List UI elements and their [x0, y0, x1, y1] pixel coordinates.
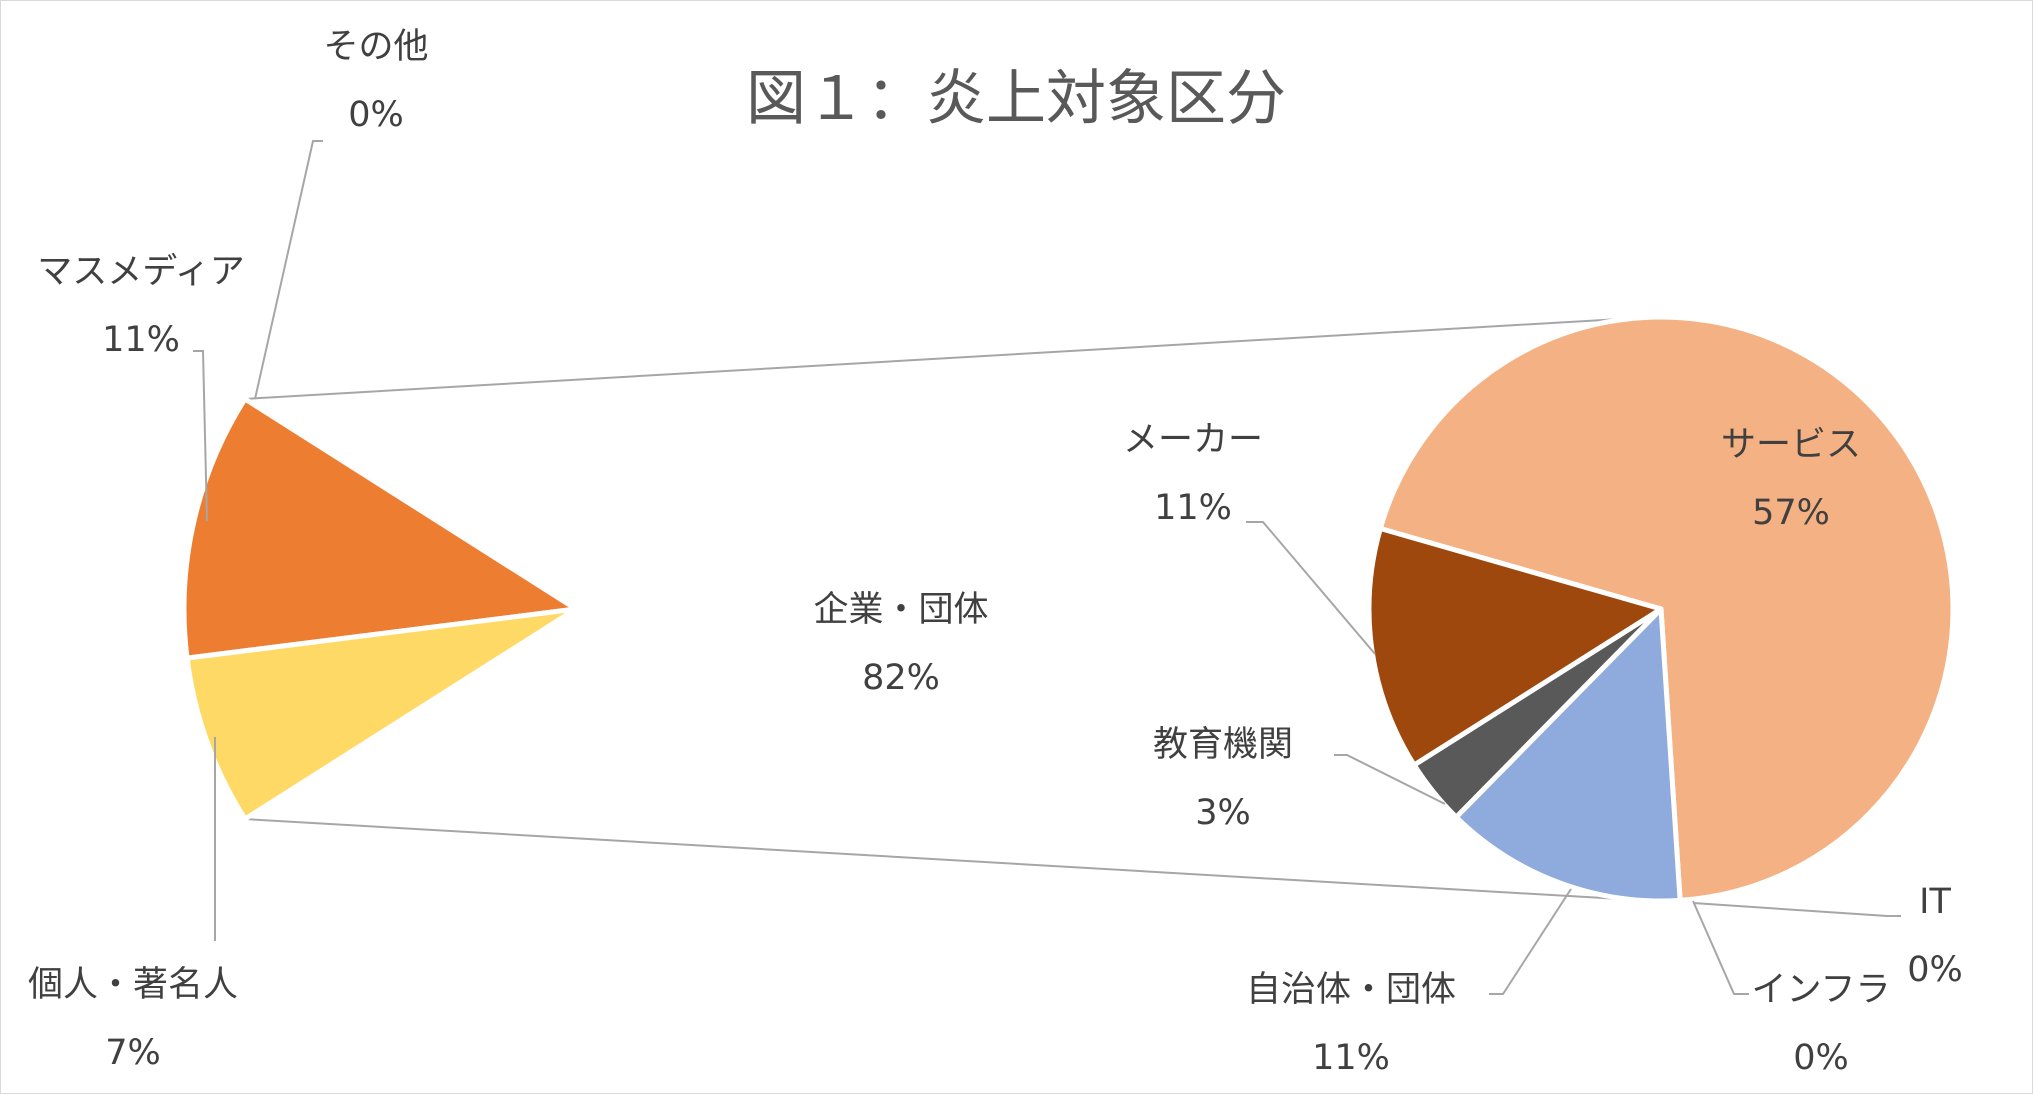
mass-media-percent-label: 11%	[102, 320, 180, 360]
leader-mass-media	[193, 350, 208, 522]
education-percent-label: 3%	[1195, 793, 1251, 833]
leader-education	[1334, 754, 1446, 805]
slice-service	[1377, 314, 1956, 903]
slice-individual	[184, 606, 579, 822]
infrastructure-category-label: インフラ	[1752, 970, 1891, 1010]
company-group-category-label: 企業・団体	[813, 590, 988, 630]
other-percent-label: 0%	[348, 95, 404, 135]
chart-title: 図１：炎上対象区分	[746, 64, 1286, 134]
leader-municipality	[1489, 888, 1572, 995]
slice-mass-media	[181, 396, 579, 661]
maker-percent-label: 11%	[1154, 488, 1232, 528]
it-category-label: IT	[1919, 882, 1951, 922]
service-category-label: サービス	[1721, 425, 1861, 465]
maker-category-label: メーカー	[1123, 420, 1263, 460]
mass-media-category-label: マスメディア	[37, 252, 245, 292]
education-category-label: 教育機関	[1153, 725, 1293, 765]
infrastructure-percent-label: 0%	[1793, 1038, 1849, 1078]
individual-percent-label: 7%	[105, 1033, 161, 1073]
connector-line-bottom	[244, 818, 1636, 901]
connector-line-top	[244, 317, 1636, 400]
individual-category-label: 個人・著名人	[28, 965, 238, 1005]
leader-maker	[1246, 521, 1376, 655]
leader-other	[254, 140, 323, 400]
municipality-category-label: 自治体・団体	[1246, 970, 1456, 1010]
leader-it	[1692, 902, 1901, 917]
slice-maker	[1453, 606, 1683, 904]
leader-infrastructure	[1692, 900, 1749, 995]
it-percent-label: 0%	[1907, 950, 1963, 990]
municipality-percent-label: 11%	[1312, 1038, 1390, 1078]
company-group-percent-label: 82%	[862, 658, 940, 698]
other-category-label: その他	[323, 27, 428, 67]
service-percent-label: 57%	[1752, 493, 1830, 533]
